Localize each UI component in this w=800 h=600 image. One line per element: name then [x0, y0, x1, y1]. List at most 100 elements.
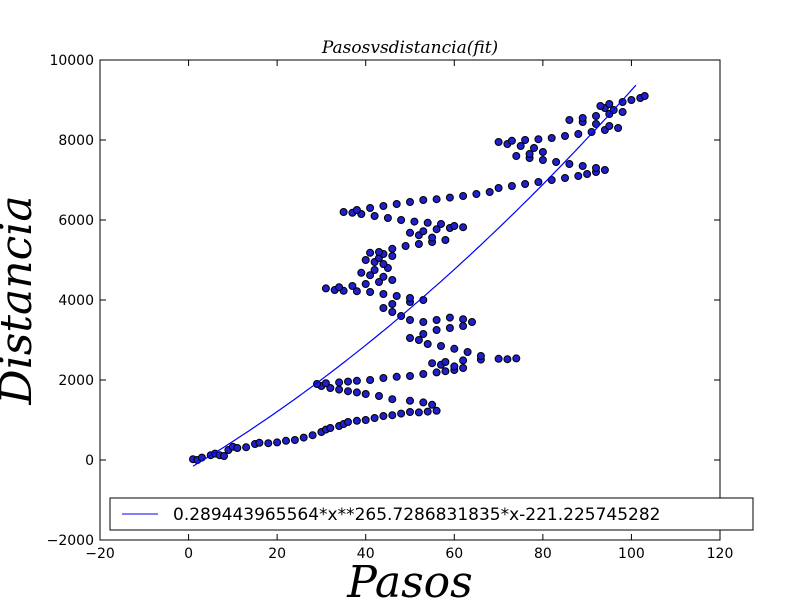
- scatter-point: [406, 228, 414, 237]
- scatter-point: [419, 330, 428, 338]
- scatter-point: [414, 240, 423, 248]
- scatter-point: [503, 355, 512, 364]
- scatter-point: [366, 204, 375, 212]
- y-tick-label: −2000: [47, 533, 94, 549]
- scatter-point: [476, 352, 485, 360]
- x-axis-label: Pasos: [346, 557, 473, 600]
- scatter-point: [592, 112, 600, 120]
- y-tick-label: 4000: [58, 293, 94, 309]
- scatter-point: [397, 409, 406, 418]
- scatter-point: [428, 359, 437, 368]
- scatter-point: [419, 370, 428, 378]
- scatter-point: [428, 233, 437, 242]
- y-tick-label: 10000: [49, 53, 94, 69]
- scatter-point: [392, 372, 401, 381]
- scatter-point: [423, 218, 432, 227]
- scatter-point: [441, 358, 450, 366]
- scatter-point: [507, 182, 516, 190]
- scatter-point: [419, 196, 428, 204]
- scatter-point: [423, 407, 432, 416]
- scatter-point: [339, 208, 348, 216]
- scatter-point: [441, 236, 450, 244]
- scatter-point: [282, 436, 290, 445]
- scatter-point: [379, 290, 388, 298]
- scatter-series: [189, 92, 649, 464]
- scatter-point: [441, 367, 450, 376]
- scatter-point: [534, 135, 543, 144]
- scatter-point: [494, 354, 503, 363]
- scatter-point: [459, 192, 468, 200]
- x-tick-label: 80: [534, 546, 552, 562]
- scatter-point: [379, 412, 388, 420]
- x-tick-label: 60: [445, 546, 463, 562]
- scatter-point: [472, 190, 481, 198]
- scatter-point: [344, 418, 352, 426]
- scatter-point: [432, 368, 441, 377]
- scatter-point: [432, 326, 441, 334]
- scatter-point: [366, 288, 375, 296]
- scatter-point: [335, 283, 344, 292]
- scatter-point: [344, 387, 352, 396]
- scatter-point: [383, 214, 392, 222]
- scatter-point: [375, 278, 383, 286]
- scatter-point: [388, 244, 397, 253]
- x-tick-label: −20: [85, 546, 115, 562]
- scatter-point: [445, 313, 454, 322]
- scatter-point: [583, 170, 592, 178]
- scatter-point: [366, 248, 375, 257]
- x-tick-label: 0: [184, 546, 193, 562]
- scatter-point: [574, 130, 583, 138]
- scatter-point: [432, 406, 441, 415]
- scatter-point: [375, 248, 383, 256]
- scatter-point: [361, 416, 370, 424]
- scatter-point: [445, 193, 454, 202]
- scatter-point: [450, 344, 459, 353]
- scatter-point: [321, 379, 330, 388]
- scatter-point: [432, 225, 441, 234]
- scatter-point: [512, 354, 521, 363]
- scatter-point: [512, 152, 521, 160]
- legend-entry-label: 0.289443965564*x**265.7286831835*x-221.2…: [173, 505, 660, 525]
- scatter-point: [547, 176, 556, 184]
- scatter-point: [592, 120, 600, 128]
- scatter-point: [423, 340, 432, 348]
- x-tick-label: 100: [618, 546, 645, 562]
- y-tick-label: 0: [85, 453, 94, 469]
- scatter-point: [565, 116, 574, 124]
- scatter-point: [605, 100, 614, 108]
- scatter-point: [574, 172, 583, 180]
- scatter-point: [459, 322, 468, 330]
- scatter-point: [530, 144, 538, 152]
- scatter-point: [335, 378, 344, 387]
- scatter-point: [552, 158, 561, 166]
- scatter-point: [437, 342, 445, 350]
- scatter-point: [357, 268, 366, 277]
- scatter-point: [290, 436, 299, 444]
- scatter-point: [264, 439, 273, 448]
- y-tick-label: 6000: [58, 213, 94, 229]
- chart-title: Pasosvsdistancia(fit): [321, 38, 498, 58]
- scatter-point: [450, 362, 459, 371]
- scatter-point: [561, 132, 569, 140]
- scatter-point: [388, 276, 397, 284]
- scatter-point: [437, 220, 445, 228]
- scatter-point: [379, 202, 388, 210]
- scatter-point: [578, 162, 587, 170]
- scatter-point: [587, 128, 596, 136]
- x-tick-label: 20: [268, 546, 286, 562]
- scatter-point: [538, 148, 547, 156]
- fit-line-layer: [192, 84, 637, 467]
- scatter-point: [605, 122, 614, 130]
- scatter-point: [361, 390, 370, 398]
- scatter-point: [547, 134, 556, 142]
- scatter-point: [419, 227, 428, 236]
- scatter-point: [406, 294, 414, 302]
- scatter-point: [459, 356, 468, 365]
- scatter-point: [507, 136, 516, 145]
- scatter-point: [459, 315, 468, 324]
- scatter-point: [348, 282, 357, 290]
- scatter-point: [352, 206, 361, 214]
- scatter-point: [308, 431, 317, 440]
- y-axis-label: Distancia: [0, 195, 42, 405]
- scatter-point: [494, 138, 503, 146]
